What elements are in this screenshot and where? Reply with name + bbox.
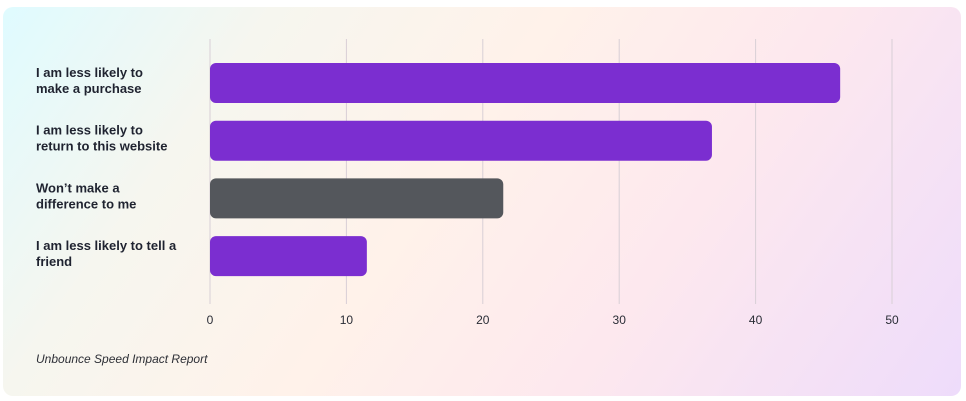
source-caption: Unbounce Speed Impact Report xyxy=(36,352,208,366)
x-tick-label: 50 xyxy=(885,313,899,327)
x-tick-label: 30 xyxy=(613,313,627,327)
bar xyxy=(210,178,504,219)
x-tick-label: 40 xyxy=(749,313,763,327)
bar-chart: 0 10 20 30 40 50 I am less likely to make a pur… xyxy=(36,39,899,327)
chart-card: 0 10 20 30 40 50 I am less likely to make a pur… xyxy=(3,7,961,396)
category-label: Won’t make a difference to me xyxy=(36,180,136,211)
x-tick-label: 20 xyxy=(476,313,490,327)
x-tick-label: 10 xyxy=(340,313,354,327)
bar xyxy=(210,120,712,161)
category-label: I am less likely to return to this websit… xyxy=(36,123,167,154)
bar xyxy=(210,63,841,103)
category-label: I am less likely to tell a friend xyxy=(36,238,177,269)
x-tick-label: 0 xyxy=(207,313,214,327)
bar xyxy=(210,236,367,277)
category-label: I am less likely to make a purchase xyxy=(36,65,143,96)
